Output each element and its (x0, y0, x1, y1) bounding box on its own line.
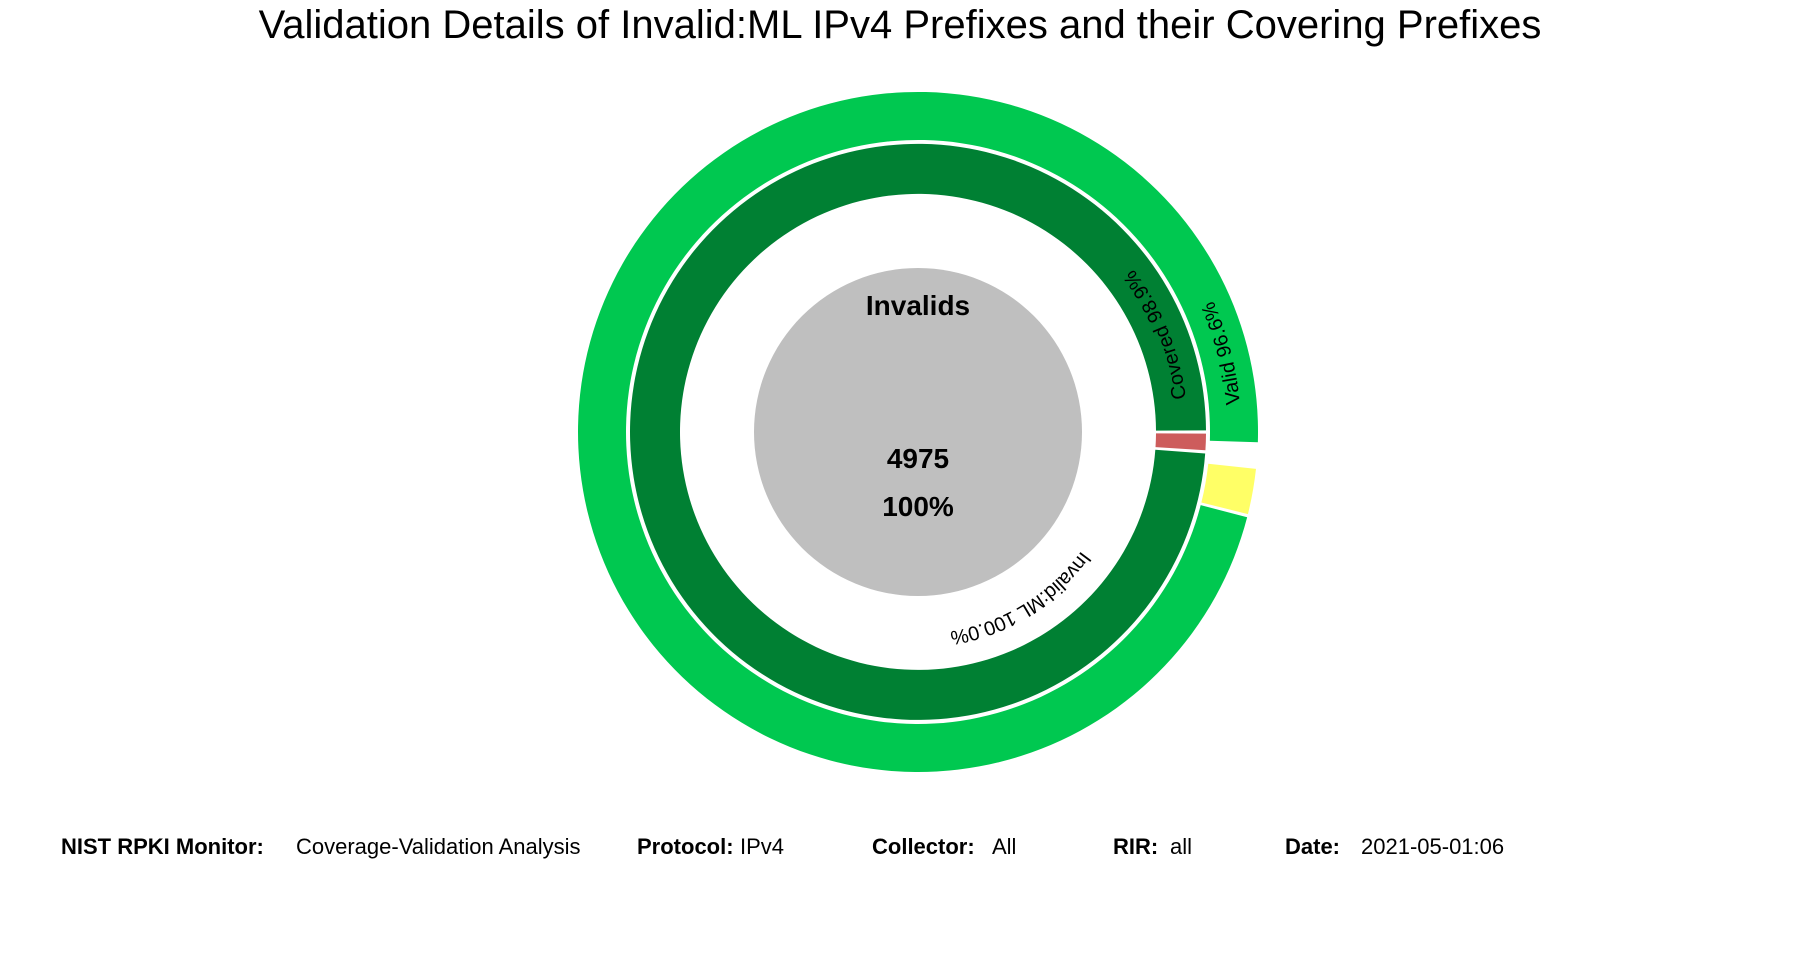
footer-rir-key: RIR: (1113, 834, 1159, 859)
center-label: Invalids (866, 290, 970, 321)
footer-protocol-key: Protocol: (637, 834, 734, 859)
footer-date-value: 2021-05-01:06 (1361, 834, 1505, 859)
footer-monitor-value: Coverage-Validation Analysis (296, 834, 581, 859)
center-percent: 100% (882, 491, 954, 522)
center-count: 4975 (887, 443, 949, 474)
footer-rir-value: all (1170, 834, 1193, 859)
ring3-segment-other (1201, 463, 1256, 515)
footer-protocol-value: IPv4 (740, 834, 785, 859)
rings-layer (578, 91, 1259, 772)
chart-title: Validation Details of Invalid:ML IPv4 Pr… (259, 3, 1542, 47)
ring3-segment-none (1208, 443, 1258, 466)
ring2-segment-other (1155, 433, 1206, 451)
center-circle (754, 268, 1082, 596)
footer-date-key: Date: (1285, 834, 1341, 859)
footer-collector-value: All (992, 834, 1017, 859)
footer-collector-key: Collector: (872, 834, 975, 859)
footer-monitor-key: NIST RPKI Monitor: (61, 834, 264, 859)
footer-info: NIST RPKI Monitor: Coverage-Validation A… (0, 834, 1800, 868)
